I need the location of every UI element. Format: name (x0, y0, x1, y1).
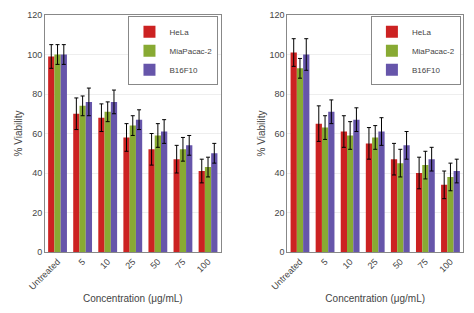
svg-text:Untreated: Untreated (27, 257, 62, 292)
svg-text:50: 50 (148, 257, 162, 271)
svg-text:Concentration (μg/mL): Concentration (μg/mL) (83, 293, 183, 304)
svg-text:Untreated: Untreated (270, 257, 305, 292)
svg-text:100: 100 (270, 50, 285, 60)
svg-text:0: 0 (280, 247, 285, 257)
svg-text:5: 5 (77, 257, 88, 268)
svg-text:40: 40 (32, 168, 42, 178)
svg-text:80: 80 (32, 89, 42, 99)
svg-text:MiaPacac-2: MiaPacac-2 (412, 47, 455, 56)
svg-text:10: 10 (341, 257, 355, 271)
svg-text:B16F10: B16F10 (412, 66, 441, 75)
svg-text:40: 40 (275, 168, 285, 178)
svg-text:MiaPacac-2: MiaPacac-2 (169, 47, 212, 56)
svg-text:75: 75 (173, 257, 187, 271)
svg-text:100: 100 (195, 257, 213, 275)
svg-text:% Viability: % Viability (13, 111, 24, 157)
svg-text:B16F10: B16F10 (169, 66, 198, 75)
svg-text:80: 80 (275, 89, 285, 99)
svg-text:25: 25 (123, 257, 137, 271)
svg-text:120: 120 (27, 10, 42, 20)
svg-text:20: 20 (32, 208, 42, 218)
svg-text:75: 75 (416, 257, 430, 271)
svg-text:20: 20 (275, 208, 285, 218)
svg-text:0: 0 (37, 247, 42, 257)
svg-text:60: 60 (275, 129, 285, 139)
svg-text:10: 10 (98, 257, 112, 271)
svg-text:HeLa: HeLa (169, 28, 189, 37)
svg-text:120: 120 (270, 10, 285, 20)
svg-text:100: 100 (437, 257, 455, 275)
svg-text:HeLa: HeLa (412, 28, 432, 37)
svg-text:% Viability: % Viability (256, 111, 267, 157)
svg-text:50: 50 (391, 257, 405, 271)
svg-text:100: 100 (27, 50, 42, 60)
svg-text:25: 25 (366, 257, 380, 271)
svg-text:5: 5 (319, 257, 330, 268)
svg-text:Concentration (μg/mL): Concentration (μg/mL) (325, 293, 425, 304)
svg-text:60: 60 (32, 129, 42, 139)
